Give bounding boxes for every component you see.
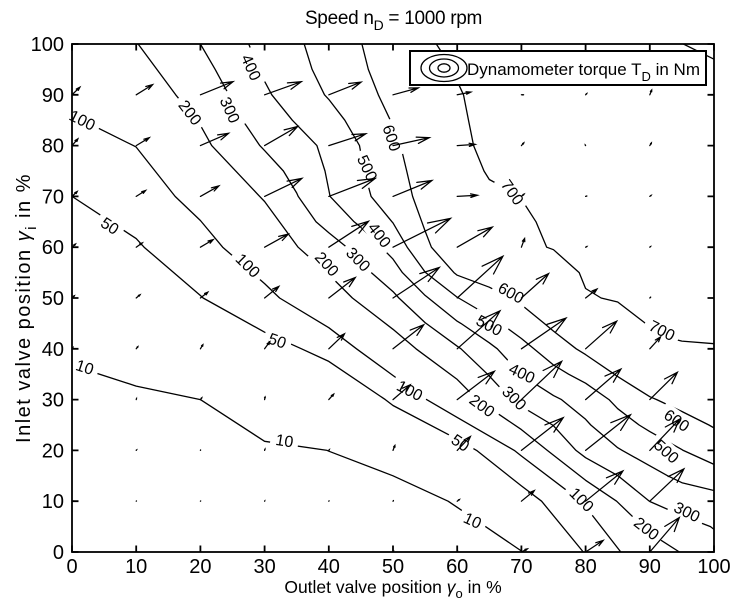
svg-text:50: 50 xyxy=(382,556,404,578)
svg-text:100: 100 xyxy=(31,34,64,56)
svg-text:10: 10 xyxy=(461,510,484,533)
svg-text:60: 60 xyxy=(42,237,64,259)
svg-text:10: 10 xyxy=(73,357,95,379)
svg-text:90: 90 xyxy=(639,556,661,578)
svg-text:50: 50 xyxy=(42,288,64,310)
svg-text:60: 60 xyxy=(446,556,468,578)
svg-text:50: 50 xyxy=(266,331,289,353)
svg-text:90: 90 xyxy=(42,85,64,107)
svg-text:0: 0 xyxy=(53,542,64,564)
svg-text:0: 0 xyxy=(66,556,77,578)
svg-text:10: 10 xyxy=(125,556,147,578)
svg-text:Speed nD = 1000 rpm: Speed nD = 1000 rpm xyxy=(305,8,482,33)
svg-text:10: 10 xyxy=(42,491,64,513)
svg-text:70: 70 xyxy=(510,556,532,578)
svg-text:80: 80 xyxy=(42,136,64,158)
svg-text:70: 70 xyxy=(42,186,64,208)
svg-text:30: 30 xyxy=(253,556,275,578)
svg-text:80: 80 xyxy=(574,556,596,578)
svg-text:100: 100 xyxy=(697,556,730,578)
svg-text:30: 30 xyxy=(42,390,64,412)
svg-text:20: 20 xyxy=(42,440,64,462)
svg-text:40: 40 xyxy=(318,556,340,578)
svg-text:40: 40 xyxy=(42,339,64,361)
svg-text:10: 10 xyxy=(274,432,294,452)
svg-text:20: 20 xyxy=(189,556,211,578)
